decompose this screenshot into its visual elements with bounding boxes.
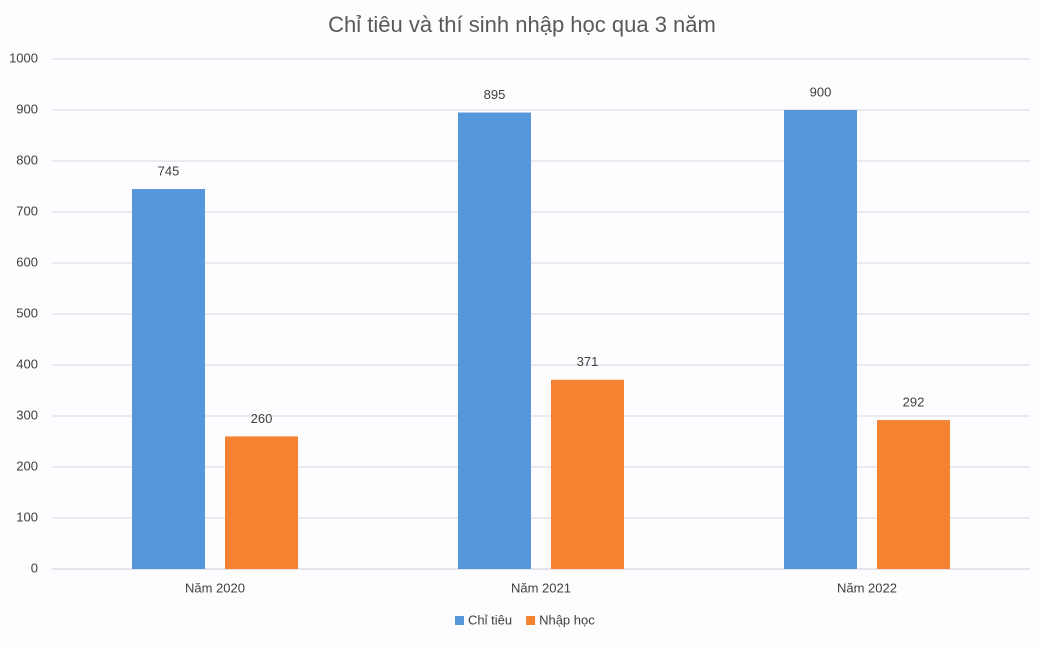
- legend-swatch: [526, 616, 536, 625]
- bar: [458, 112, 531, 570]
- legend-label: Chỉ tiêu: [468, 612, 512, 627]
- legend-swatch: [455, 616, 464, 625]
- x-tick-label: Năm 2022: [837, 580, 897, 595]
- y-tick-label: 0: [31, 560, 38, 575]
- data-label: 260: [251, 411, 273, 426]
- y-tick-label: 500: [16, 305, 38, 320]
- y-tick-label: 600: [16, 254, 38, 269]
- bar: [225, 436, 298, 569]
- data-label: 895: [484, 87, 506, 102]
- y-tick-label: 200: [16, 458, 38, 473]
- data-label: 745: [158, 163, 180, 178]
- x-tick-label: Năm 2021: [511, 580, 571, 595]
- y-tick-label: 100: [16, 509, 38, 524]
- data-label: 292: [903, 395, 925, 410]
- data-label: 900: [810, 84, 832, 99]
- y-tick-label: 300: [16, 407, 38, 422]
- legend-label: Nhập học: [539, 612, 595, 627]
- bar: [132, 189, 205, 570]
- x-tick-label: Năm 2020: [185, 580, 245, 595]
- y-tick-label: 800: [16, 152, 38, 167]
- chart-title: Chỉ tiêu và thí sinh nhập học qua 3 năm: [328, 12, 716, 37]
- y-tick-label: 900: [16, 101, 38, 116]
- y-tick-label: 700: [16, 203, 38, 218]
- bar: [877, 420, 950, 569]
- bar: [551, 379, 624, 569]
- bar: [784, 110, 857, 569]
- y-tick-label: 400: [16, 356, 38, 371]
- data-label: 371: [577, 354, 599, 369]
- y-tick-label: 1000: [9, 50, 38, 65]
